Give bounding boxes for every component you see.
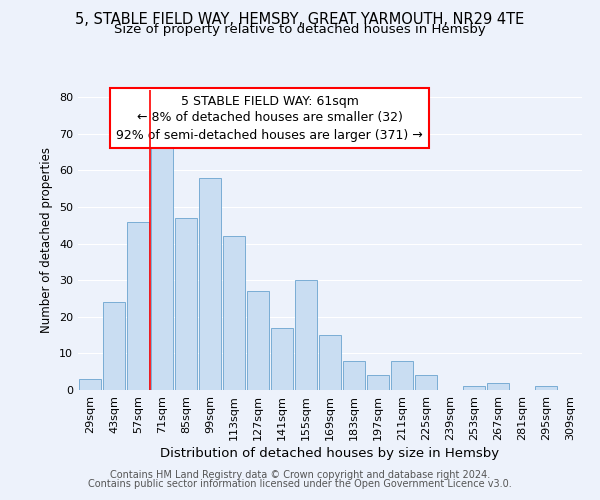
Bar (295, 280, 317, 390)
X-axis label: Distribution of detached houses by size in Hemsby: Distribution of detached houses by size … (160, 447, 500, 460)
Bar (487, 382, 509, 390)
Bar (247, 291, 269, 390)
Bar (199, 178, 221, 390)
Bar (319, 335, 341, 390)
Text: Size of property relative to detached houses in Hemsby: Size of property relative to detached ho… (114, 22, 486, 36)
Bar (367, 376, 389, 390)
Y-axis label: Number of detached properties: Number of detached properties (40, 147, 53, 333)
Text: Contains public sector information licensed under the Open Government Licence v3: Contains public sector information licen… (88, 479, 512, 489)
Bar (343, 360, 365, 390)
Text: 5 STABLE FIELD WAY: 61sqm
← 8% of detached houses are smaller (32)
92% of semi-d: 5 STABLE FIELD WAY: 61sqm ← 8% of detach… (116, 94, 423, 142)
Bar (175, 218, 197, 390)
Bar (79, 379, 101, 390)
Bar (271, 328, 293, 390)
Bar (127, 222, 149, 390)
Text: Contains HM Land Registry data © Crown copyright and database right 2024.: Contains HM Land Registry data © Crown c… (110, 470, 490, 480)
Bar (223, 236, 245, 390)
Bar (151, 141, 173, 390)
Bar (391, 360, 413, 390)
Bar (535, 386, 557, 390)
Bar (103, 302, 125, 390)
Text: 5, STABLE FIELD WAY, HEMSBY, GREAT YARMOUTH, NR29 4TE: 5, STABLE FIELD WAY, HEMSBY, GREAT YARMO… (76, 12, 524, 28)
Bar (415, 376, 437, 390)
Bar (463, 386, 485, 390)
